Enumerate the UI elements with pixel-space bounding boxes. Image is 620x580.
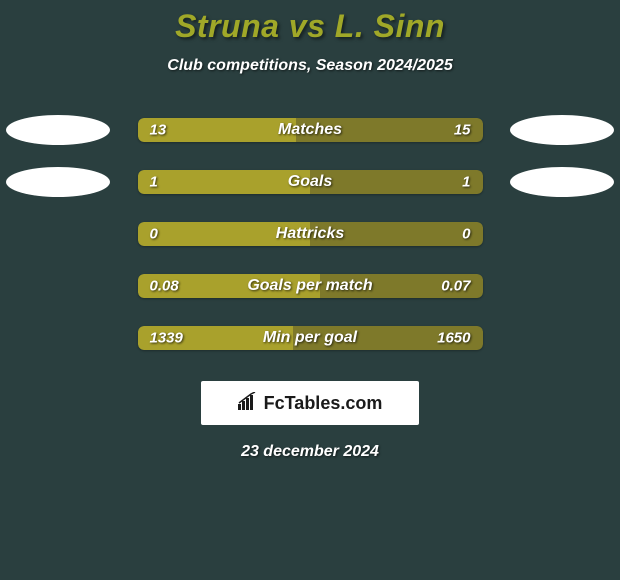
stat-bar: 0.08 0.07 Goals per match <box>138 274 483 298</box>
comparison-title: Struna vs L. Sinn <box>0 0 620 45</box>
value-right: 0 <box>462 226 470 243</box>
stat-label: Min per goal <box>263 329 357 347</box>
value-left: 13 <box>150 122 167 139</box>
value-right: 0.07 <box>441 278 470 295</box>
stat-label: Matches <box>278 121 342 139</box>
value-left: 1 <box>150 174 158 191</box>
value-left: 1339 <box>150 330 183 347</box>
stat-rows: 13 15 Matches 1 1 Goals 0 0 Hattricks 0.08 0.07 Goa… <box>0 115 620 353</box>
stat-label: Goals per match <box>247 277 372 295</box>
value-right: 1650 <box>437 330 470 347</box>
stat-bar: 13 15 Matches <box>138 118 483 142</box>
value-left: 0 <box>150 226 158 243</box>
stat-label: Goals <box>288 173 332 191</box>
stat-row: 0 0 Hattricks <box>0 219 620 249</box>
snapshot-date: 23 december 2024 <box>0 443 620 461</box>
value-right: 15 <box>454 122 471 139</box>
value-left: 0.08 <box>150 278 179 295</box>
comparison-subtitle: Club competitions, Season 2024/2025 <box>0 57 620 75</box>
player-right-marker <box>510 115 614 145</box>
stat-row: 0.08 0.07 Goals per match <box>0 271 620 301</box>
player-right-marker <box>510 167 614 197</box>
source-logo: FcTables.com <box>201 381 419 425</box>
stat-bar: 1 1 Goals <box>138 170 483 194</box>
stat-row: 1 1 Goals <box>0 167 620 197</box>
logo-label: FcTables.com <box>264 393 383 414</box>
stat-bar: 1339 1650 Min per goal <box>138 326 483 350</box>
stat-label: Hattricks <box>276 225 344 243</box>
bar-segment-left <box>138 170 311 194</box>
logo-text: FcTables.com <box>238 392 383 415</box>
player-left-marker <box>6 115 110 145</box>
stat-bar: 0 0 Hattricks <box>138 222 483 246</box>
value-right: 1 <box>462 174 470 191</box>
player-left-marker <box>6 167 110 197</box>
stat-row: 13 15 Matches <box>0 115 620 145</box>
stat-row: 1339 1650 Min per goal <box>0 323 620 353</box>
bar-chart-icon <box>238 392 260 415</box>
bar-segment-right <box>310 170 483 194</box>
